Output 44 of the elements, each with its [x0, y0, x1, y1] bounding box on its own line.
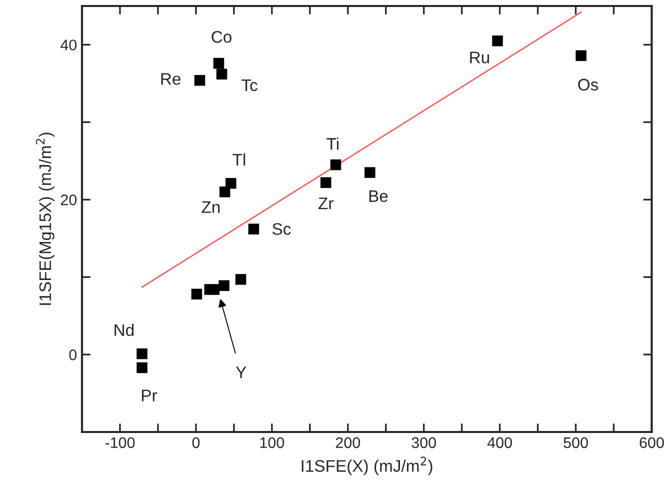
point — [330, 159, 342, 170]
annotation: Co — [212, 30, 232, 43]
annotation: Zn — [202, 201, 220, 213]
annotation: Ti — [326, 138, 338, 150]
annotation: Ru — [470, 52, 490, 64]
point — [218, 280, 230, 291]
point — [191, 288, 202, 300]
y-axis-title: I1SFE(Mg15X) (mJ/m$^{2}$) — [36, 132, 54, 305]
annotation: Re — [161, 73, 180, 85]
point — [320, 177, 332, 188]
x-tick-label: 600 — [640, 437, 664, 448]
annotation: Zr — [318, 198, 334, 210]
point — [226, 178, 236, 189]
annotation: Sc — [272, 223, 291, 235]
point — [136, 362, 148, 374]
point — [576, 50, 586, 61]
x-tick-label: 0 — [192, 437, 200, 448]
x-tick-label: -100 — [105, 437, 135, 448]
point — [248, 224, 260, 234]
point — [235, 274, 246, 285]
x-tick-label: 300 — [412, 437, 436, 448]
y-tick-label: 0 — [69, 349, 77, 360]
point — [219, 186, 230, 198]
x-tick-label: 400 — [487, 437, 512, 448]
point — [194, 74, 206, 86]
annotation: Y — [236, 366, 246, 378]
x-axis-title: I1SFE(X) (mJ/m$^{2}$) — [302, 456, 432, 476]
x-tick-label: 500 — [564, 437, 588, 448]
point — [136, 348, 148, 360]
y-tick-label: 40 — [60, 40, 77, 50]
annotation: Os — [578, 78, 598, 91]
annotation: Pr — [142, 390, 158, 402]
point — [208, 284, 220, 295]
point — [216, 68, 228, 80]
annotation: Tl — [232, 153, 246, 166]
x-tick-label: 100 — [260, 437, 284, 448]
x-tick-label: 200 — [336, 437, 360, 448]
point — [492, 35, 503, 46]
annotation: Nd — [114, 324, 134, 336]
point — [213, 58, 224, 69]
point — [364, 167, 376, 178]
y-tick-label: 20 — [60, 194, 77, 206]
annotation: Tc — [242, 80, 258, 92]
annotation: Be — [369, 190, 388, 202]
